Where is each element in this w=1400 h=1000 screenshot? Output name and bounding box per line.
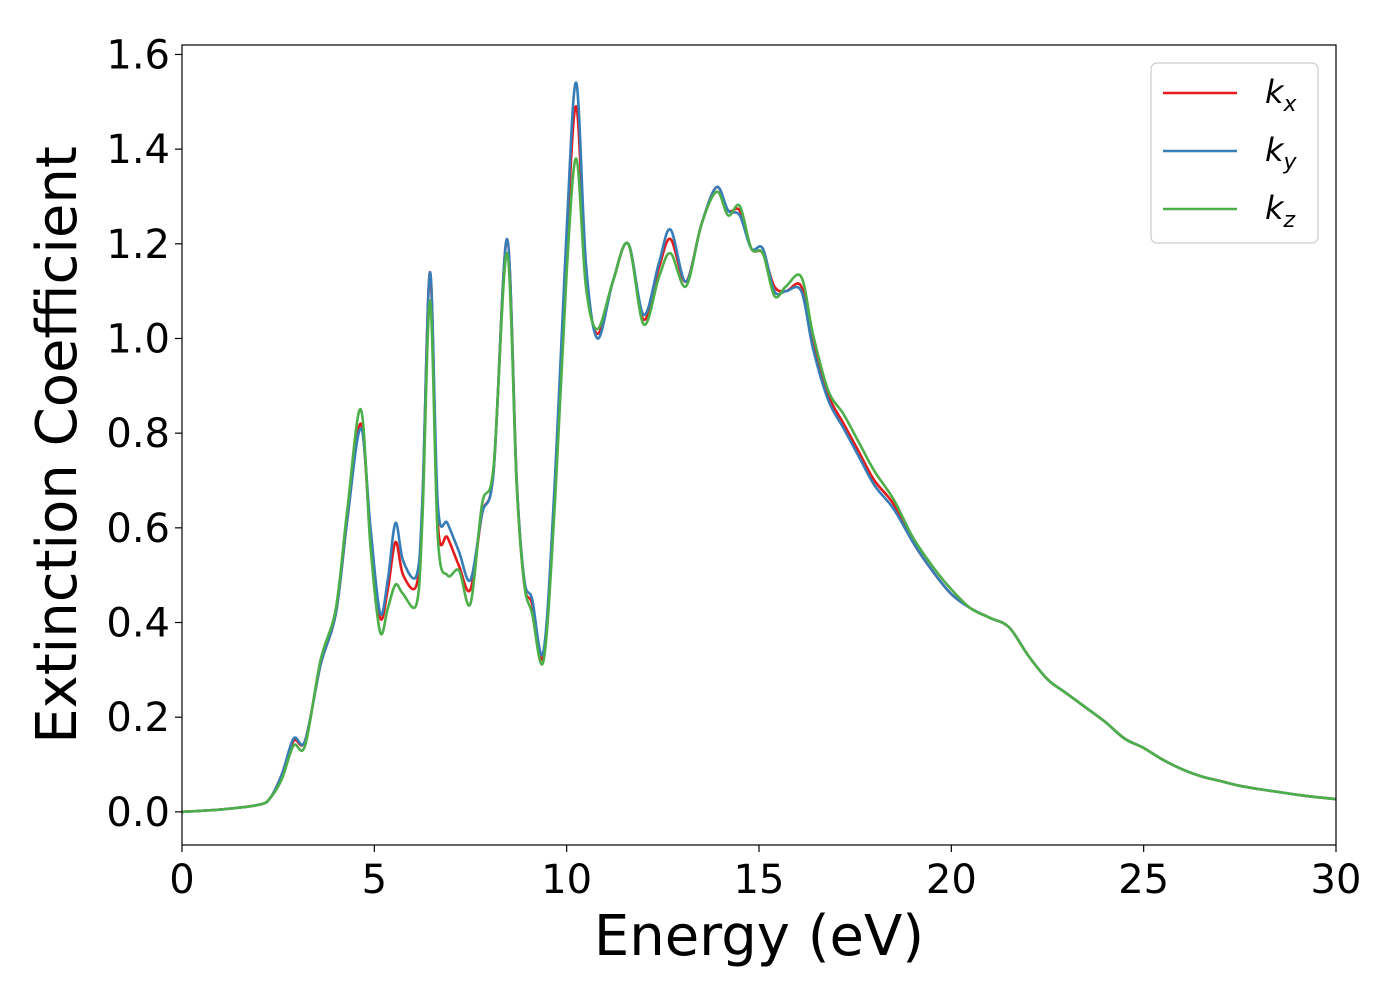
x-tick-label: 25 [1118,857,1169,903]
y-tick-label: 0.0 [106,790,170,836]
x-tick-label: 30 [1311,857,1362,903]
y-axis-title: Extinction Coefficient [25,146,90,744]
x-tick-label: 15 [734,857,785,903]
y-tick-label: 1.2 [106,222,170,268]
legend-label-subscript: y [1283,150,1298,175]
x-tick-label: 5 [362,857,387,903]
legend-label-ky: ky [1265,131,1298,175]
legend-label-base: k [1265,189,1285,227]
x-tick-label: 10 [541,857,592,903]
y-tick-label: 0.4 [106,601,170,647]
x-axis-title: Energy (eV) [594,904,924,969]
y-axis: 0.0 0.2 0.4 0.6 0.8 1.0 1.2 1.4 1.6 [106,32,182,836]
x-tick-label: 20 [926,857,977,903]
legend-label-subscript: x [1283,92,1298,117]
legend-label-kx: kx [1265,73,1298,117]
series-layer [181,81,1337,814]
legend-label-kz: kz [1265,189,1296,233]
y-tick-label: 1.6 [106,32,170,78]
legend-label-base: k [1265,131,1285,169]
legend-label-base: k [1265,73,1285,111]
x-tick-label: 0 [169,857,194,903]
y-tick-label: 1.4 [106,127,170,173]
y-tick-label: 1.0 [106,316,170,362]
x-axis: 0 5 10 15 20 25 30 [169,845,1361,903]
legend-box [1150,62,1319,244]
legend-label-subscript: z [1283,208,1296,233]
y-tick-label: 0.6 [106,506,170,552]
series-line-kz [181,157,1337,814]
y-tick-label: 0.2 [106,695,170,741]
y-tick-label: 0.8 [106,411,170,457]
